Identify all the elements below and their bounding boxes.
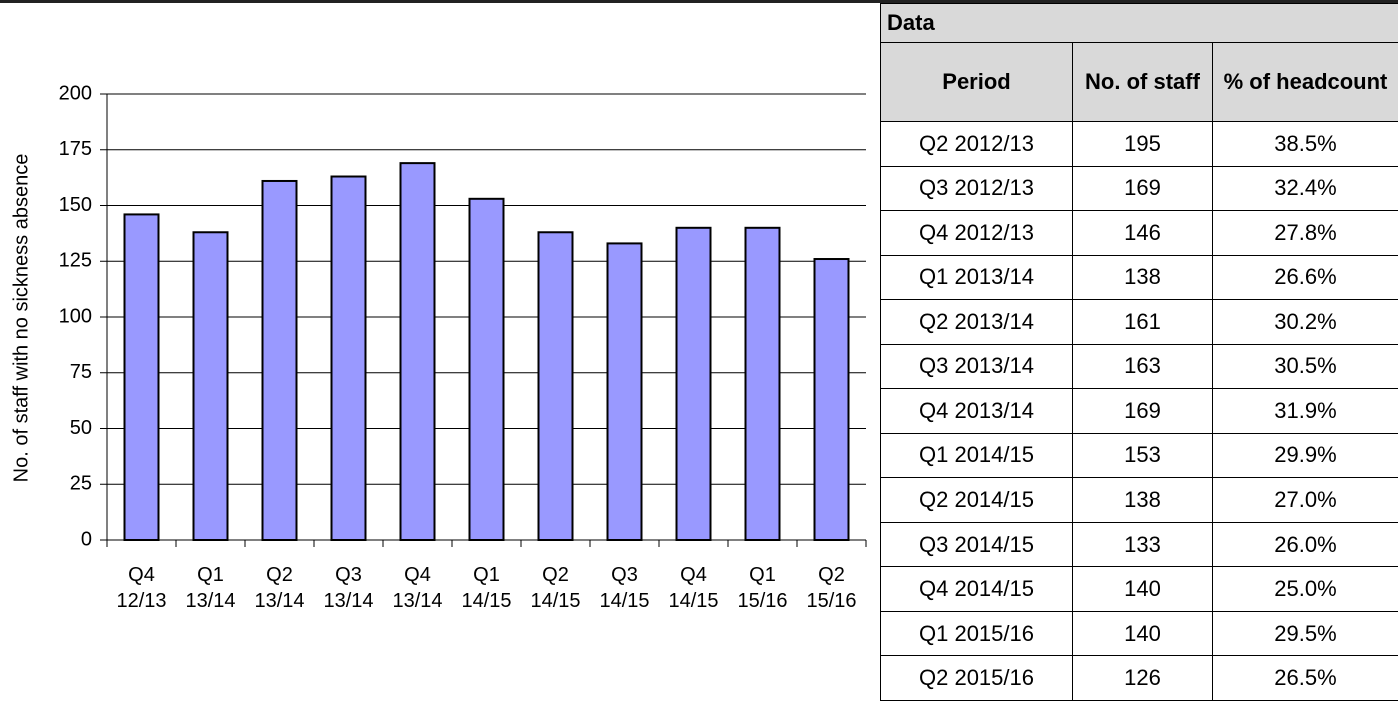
- column-header: % of headcount: [1212, 42, 1398, 122]
- table-cell: 126: [1072, 655, 1213, 701]
- x-tick-label: Q1 14/15: [461, 564, 512, 612]
- table-row: Q1 2013/14 138 26.6%: [880, 254, 1398, 301]
- x-tick-label: Q4 14/15: [668, 564, 719, 612]
- table-cell: Q2 2014/15: [880, 477, 1073, 523]
- column-header: No. of staff: [1072, 42, 1213, 122]
- bar: [468, 197, 505, 541]
- x-tick-label: Q2 13/14: [254, 564, 305, 612]
- bar: [330, 175, 367, 541]
- x-tick-label: Q2 15/16: [806, 564, 857, 612]
- table-cell: 32.4%: [1212, 165, 1398, 212]
- table-cell: 140: [1072, 610, 1213, 657]
- table-cell: 163: [1072, 343, 1213, 390]
- table-cell: 29.5%: [1212, 610, 1398, 657]
- table-cell: 195: [1072, 121, 1213, 167]
- table-cell: 27.0%: [1212, 477, 1398, 523]
- table-cell: 31.9%: [1212, 388, 1398, 434]
- table-row: Q2 2014/15 138 27.0%: [880, 477, 1398, 523]
- table-cell: 38.5%: [1212, 121, 1398, 167]
- table-row: Q2 2013/14 161 30.2%: [880, 299, 1398, 345]
- y-tick-label: 100: [59, 305, 92, 327]
- y-tick-label: 75: [70, 361, 92, 383]
- table-cell: Q1 2013/14: [880, 254, 1073, 301]
- table-cell: Q1 2015/16: [880, 610, 1073, 657]
- table-cell: Q3 2014/15: [880, 521, 1073, 568]
- table-cell: 138: [1072, 254, 1213, 301]
- table-body: Q2 2012/13 195 38.5% Q3 2012/13 169 32.4% Q4 2…: [880, 121, 1398, 701]
- table-cell: 161: [1072, 299, 1213, 345]
- y-tick-label: 175: [59, 138, 92, 160]
- table-cell: Q4 2012/13: [880, 210, 1073, 256]
- data-table: Data Period No. of staff% of headcount Q2…: [880, 3, 1398, 701]
- column-header: Period: [880, 42, 1073, 122]
- table-cell: Q4 2013/14: [880, 388, 1073, 434]
- table-cell: 169: [1072, 388, 1213, 434]
- bar: [813, 258, 850, 541]
- top-border: [0, 0, 1398, 3]
- y-axis-title: No. of staff with no sickness absence: [10, 154, 32, 483]
- table-row: Q3 2012/13 169 32.4%: [880, 165, 1398, 212]
- bar: [744, 226, 781, 542]
- table-cell: Q3 2013/14: [880, 343, 1073, 390]
- table-cell: Q3 2012/13: [880, 165, 1073, 212]
- table-cell: Q4 2014/15: [880, 566, 1073, 612]
- table-row: Q1 2014/15 153 29.9%: [880, 432, 1398, 479]
- y-tick-label: 50: [70, 417, 92, 439]
- table-cell: 25.0%: [1212, 566, 1398, 612]
- table-row: Q3 2014/15 133 26.0%: [880, 521, 1398, 568]
- table-row: Q2 2012/13 195 38.5%: [880, 121, 1398, 167]
- table-cell: 29.9%: [1212, 432, 1398, 479]
- table-row: Q4 2013/14 169 31.9%: [880, 388, 1398, 434]
- table-cell: 26.5%: [1212, 655, 1398, 701]
- x-tick-label: Q4 12/13: [116, 564, 167, 612]
- table-cell: Q2 2012/13: [880, 121, 1073, 167]
- table-cell: 146: [1072, 210, 1213, 256]
- x-tick-label: Q4 13/14: [392, 564, 443, 612]
- x-tick-label: Q2 14/15: [530, 564, 581, 612]
- table-cell: 30.2%: [1212, 299, 1398, 345]
- bar: [675, 226, 712, 542]
- table-cell: 138: [1072, 477, 1213, 523]
- bar: [261, 179, 298, 541]
- table-cell: 153: [1072, 432, 1213, 479]
- table-cell: Q2 2013/14: [880, 299, 1073, 345]
- table-cell: 30.5%: [1212, 343, 1398, 390]
- table-row: Q3 2013/14 163 30.5%: [880, 343, 1398, 390]
- y-tick-label: 125: [59, 250, 92, 272]
- table-row: Q4 2014/15 140 25.0%: [880, 566, 1398, 612]
- bar: [606, 242, 643, 541]
- y-tick-label: 0: [81, 528, 92, 550]
- table-cell: Q2 2015/16: [880, 655, 1073, 701]
- table-cell: 26.6%: [1212, 254, 1398, 301]
- x-tick-label: Q1 15/16: [737, 564, 788, 612]
- table-cell: 133: [1072, 521, 1213, 568]
- table-title-row: Data: [880, 3, 1398, 43]
- bar: [123, 213, 160, 541]
- bar: [192, 231, 229, 541]
- table-cell: 27.8%: [1212, 210, 1398, 256]
- bar: [399, 162, 436, 541]
- table-cell: 26.0%: [1212, 521, 1398, 568]
- table-cell: 169: [1072, 165, 1213, 212]
- bar: [537, 231, 574, 541]
- x-tick-label: Q1 13/14: [185, 564, 236, 612]
- table-row: Q1 2015/16 140 29.5%: [880, 610, 1398, 657]
- y-tick-label: 200: [59, 82, 92, 104]
- x-tick-label: Q3 14/15: [599, 564, 650, 612]
- y-tick-label: 25: [70, 473, 92, 495]
- header-row: Period No. of staff% of headcount: [880, 42, 1398, 122]
- y-tick-label: 150: [59, 194, 92, 216]
- table-cell: Q1 2014/15: [880, 432, 1073, 479]
- table-title: Data: [880, 3, 1398, 43]
- table-row: Q2 2015/16 126 26.5%: [880, 655, 1398, 701]
- x-tick-label: Q3 13/14: [323, 564, 374, 612]
- table-cell: 140: [1072, 566, 1213, 612]
- chart: No. of staff with no sickness absence 0 2…: [10, 82, 867, 550]
- table-row: Q4 2012/13 146 27.8%: [880, 210, 1398, 256]
